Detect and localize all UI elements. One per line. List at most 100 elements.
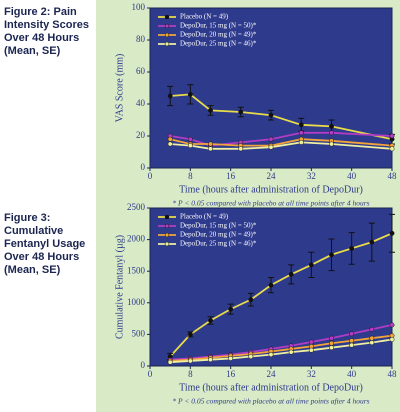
legend-label: DepoDur, 15 mg (N = 50)* [180, 222, 257, 230]
x-tick-label: 8 [188, 369, 193, 379]
data-point [369, 340, 375, 346]
data-point [268, 352, 274, 358]
data-point [329, 123, 334, 129]
legend-label: Placebo (N = 49) [180, 13, 229, 21]
legend-marker [164, 23, 170, 29]
y-tick-label: 0 [141, 162, 146, 172]
y-tick-label: 0 [141, 360, 146, 370]
data-point [228, 306, 234, 312]
data-point [208, 146, 213, 152]
data-point [329, 141, 334, 147]
legend-marker [164, 14, 170, 20]
data-point [167, 136, 173, 142]
legend-marker [164, 214, 170, 220]
data-point [369, 239, 375, 245]
y-tick-label: 100 [132, 2, 146, 12]
y-tick-label: 1000 [127, 297, 146, 307]
legend-label: DepoDur, 15 mg (N = 50)* [180, 22, 257, 30]
data-point [329, 345, 334, 351]
data-point [329, 130, 334, 136]
data-point [208, 141, 213, 147]
y-tick-label: 1500 [127, 265, 146, 275]
data-point [369, 326, 375, 332]
x-tick-label: 24 [267, 369, 277, 379]
x-tick-label: 8 [188, 171, 193, 181]
y-tick-label: 60 [136, 66, 146, 76]
x-axis-label: Time (hours after administration of Depo… [179, 382, 363, 393]
y-tick-label: 80 [136, 34, 146, 44]
data-point [308, 347, 314, 353]
data-point [329, 335, 334, 341]
x-tick-label: 40 [347, 369, 357, 379]
x-tick-label: 0 [148, 369, 153, 379]
data-point [208, 107, 213, 113]
x-tick-label: 16 [226, 171, 236, 181]
legend-marker [164, 241, 170, 247]
series-line [169, 138, 393, 147]
legend-label: Placebo (N = 49) [180, 213, 229, 221]
x-tick-label: 32 [307, 369, 316, 379]
data-point [187, 91, 193, 97]
data-point [167, 359, 173, 365]
x-tick-label: 40 [347, 171, 357, 181]
y-axis-label: Cumulative Fentanyl (µg) [114, 235, 125, 339]
figure-caption: Figure 2: Pain Intensity Scores Over 48 … [4, 6, 89, 57]
data-point [238, 146, 244, 152]
data-point [268, 282, 274, 288]
legend-label: DepoDur, 25 mg (N = 46)* [180, 40, 257, 48]
legend-marker [164, 32, 170, 38]
data-point [349, 342, 355, 348]
legend-marker [164, 223, 170, 229]
x-axis-label: Time (hours after administration of Depo… [179, 184, 363, 195]
footnote: * P < 0.05 compared with placebo at all … [172, 199, 369, 208]
legend-marker [164, 41, 170, 47]
data-point [298, 122, 304, 128]
data-point [187, 331, 193, 337]
data-point [248, 354, 254, 359]
data-point [308, 339, 314, 345]
legend-marker [164, 232, 170, 238]
data-point [298, 139, 304, 145]
series-line [170, 334, 393, 362]
x-tick-label: 48 [388, 171, 398, 181]
data-point [268, 144, 274, 150]
legend-label: DepoDur, 20 mg (N = 49)* [180, 31, 257, 39]
data-point [288, 349, 294, 355]
data-point [167, 141, 173, 147]
legend-label: DepoDur, 20 mg (N = 49)* [180, 231, 257, 239]
series-line [170, 324, 393, 361]
y-tick-label: 40 [136, 98, 146, 108]
data-point [389, 133, 395, 139]
data-point [329, 340, 334, 346]
y-tick-label: 500 [132, 328, 146, 338]
data-point [349, 338, 355, 344]
footnote: * P < 0.05 compared with placebo at all … [172, 397, 369, 406]
x-tick-label: 24 [267, 171, 277, 181]
data-point [369, 335, 375, 341]
series-line [170, 338, 393, 364]
series-line [170, 141, 393, 150]
data-point [187, 358, 193, 364]
data-point [238, 109, 244, 115]
series-line [169, 232, 393, 358]
data-point [187, 143, 193, 149]
data-point [248, 297, 254, 303]
x-tick-label: 32 [307, 171, 316, 181]
data-point [208, 318, 213, 323]
data-point [389, 337, 395, 342]
data-point [187, 136, 193, 142]
data-point [288, 271, 294, 277]
data-point [268, 112, 274, 118]
data-point [228, 355, 234, 361]
legend-label: DepoDur, 25 mg (N = 46)* [180, 240, 257, 248]
x-tick-label: 0 [148, 171, 153, 181]
data-point [208, 357, 213, 363]
data-point [389, 322, 395, 328]
x-tick-label: 48 [388, 369, 398, 379]
y-tick-label: 2000 [127, 234, 146, 244]
y-tick-label: 20 [136, 130, 146, 140]
data-point [268, 136, 274, 142]
series-line [170, 131, 393, 147]
